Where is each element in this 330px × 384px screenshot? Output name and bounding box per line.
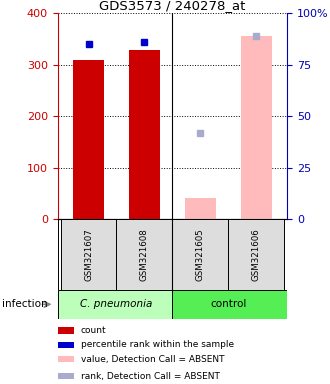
Bar (129, 50, 160, 219)
Bar (58, 356, 74, 362)
Bar (228, 219, 284, 290)
Bar (58, 290, 173, 319)
Text: GSM321607: GSM321607 (84, 228, 93, 281)
Text: rank, Detection Call = ABSENT: rank, Detection Call = ABSENT (81, 372, 219, 381)
Text: percentile rank within the sample: percentile rank within the sample (81, 340, 234, 349)
Text: control: control (210, 299, 247, 310)
Bar (73, 60, 104, 219)
Text: GSM321608: GSM321608 (140, 228, 149, 281)
Title: GDS3573 / 240278_at: GDS3573 / 240278_at (99, 0, 246, 12)
Bar (116, 219, 173, 290)
Text: GSM321605: GSM321605 (196, 228, 205, 281)
Text: infection: infection (2, 299, 47, 310)
Bar (58, 373, 74, 379)
Text: value, Detection Call = ABSENT: value, Detection Call = ABSENT (81, 355, 224, 364)
Bar (60, 219, 116, 290)
Bar (58, 342, 74, 348)
Bar (173, 219, 228, 290)
Bar (185, 199, 216, 219)
Text: C. pneumonia: C. pneumonia (80, 299, 153, 310)
Bar (58, 327, 74, 334)
Bar (241, 36, 272, 219)
Text: GSM321606: GSM321606 (252, 228, 261, 281)
Bar (173, 290, 287, 319)
Text: count: count (81, 326, 106, 335)
